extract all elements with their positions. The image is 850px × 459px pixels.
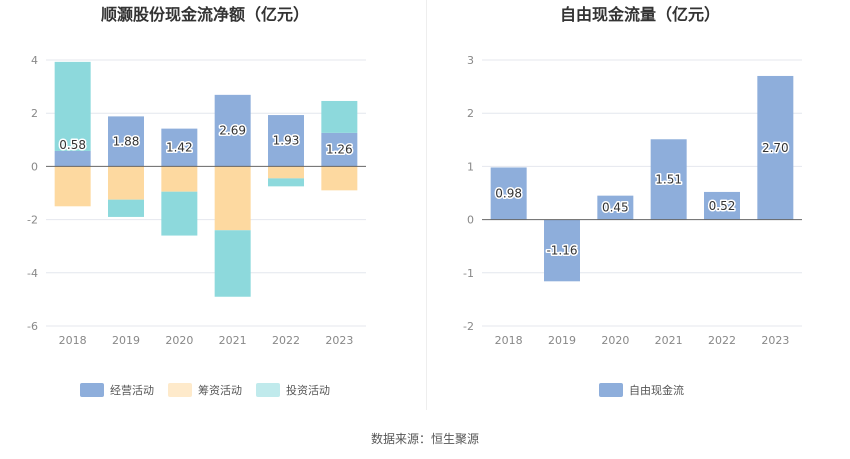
bar-segment [54,166,91,207]
legend-label: 投资活动 [286,383,330,397]
data-label: 2.69 [219,124,246,138]
data-label: 1.51 [655,172,682,186]
chart-title: 顺灏股份现金流净额（亿元） [101,5,309,24]
bar [650,139,687,220]
bar-segment [268,178,304,187]
x-tick-label: 2020 [165,334,193,347]
data-label: 2.70 [762,141,789,155]
y-tick-label: 0 [31,160,38,173]
data-label: 0.98 [495,187,522,201]
x-tick-label: 2023 [325,334,353,347]
bar-segment [161,128,198,167]
legend-label: 经营活动 [110,383,154,397]
bar [544,219,580,282]
bar-segment [214,230,251,297]
legend-label: 自由现金流 [629,383,684,397]
x-tick-label: 2022 [272,334,300,347]
x-tick-label: 2018 [495,334,523,347]
bar [704,191,740,220]
data-label: -1.16 [546,243,577,257]
bar-segment [268,166,304,179]
y-tick-label: -2 [27,214,38,227]
legend-swatch [168,383,192,397]
bar-segment [214,94,251,167]
data-source-note: 数据来源：恒生聚源 [370,432,479,446]
y-tick-label: -4 [27,267,38,280]
x-tick-label: 2022 [708,334,736,347]
x-tick-label: 2019 [548,334,576,347]
x-tick-label: 2018 [59,334,87,347]
bar [490,167,527,220]
bar-segment [161,191,198,236]
x-tick-label: 2019 [112,334,140,347]
bar-segment [108,166,144,200]
y-tick-label: -2 [463,320,474,333]
y-tick-label: 3 [467,54,474,67]
y-tick-label: 1 [467,160,474,173]
y-tick-label: 0 [467,214,474,227]
bar [757,75,794,220]
x-tick-label: 2020 [601,334,629,347]
bar [597,195,634,220]
data-label: 1.88 [113,134,140,148]
data-label: 1.93 [273,134,300,148]
chart-title: 自由现金流量（亿元） [560,5,720,24]
y-tick-label: 2 [31,107,38,120]
x-tick-label: 2021 [655,334,683,347]
y-tick-label: 4 [31,54,38,67]
bar-segment [321,100,358,133]
data-label: 0.58 [59,138,86,152]
bar-segment [108,116,144,167]
bar-segment [54,150,91,167]
legend-label: 筹资活动 [198,383,242,397]
bar-segment [321,166,358,191]
bar-segment [108,199,144,217]
y-tick-label: -1 [463,267,474,280]
legend-swatch [256,383,280,397]
data-label: 0.52 [709,199,736,213]
bar-segment [321,132,358,167]
bar-segment [214,166,251,231]
bar-segment [268,115,304,167]
x-tick-label: 2023 [761,334,789,347]
bar-segment [161,166,198,192]
data-label: 0.45 [602,201,629,215]
legend-swatch [80,383,104,397]
chart-divider [426,0,427,410]
data-label: 1.42 [166,141,193,155]
legend-swatch [599,383,623,397]
data-label: 1.26 [326,143,353,157]
y-tick-label: -6 [27,320,38,333]
y-tick-label: 2 [467,107,474,120]
bar-segment [54,61,91,151]
x-tick-label: 2021 [219,334,247,347]
